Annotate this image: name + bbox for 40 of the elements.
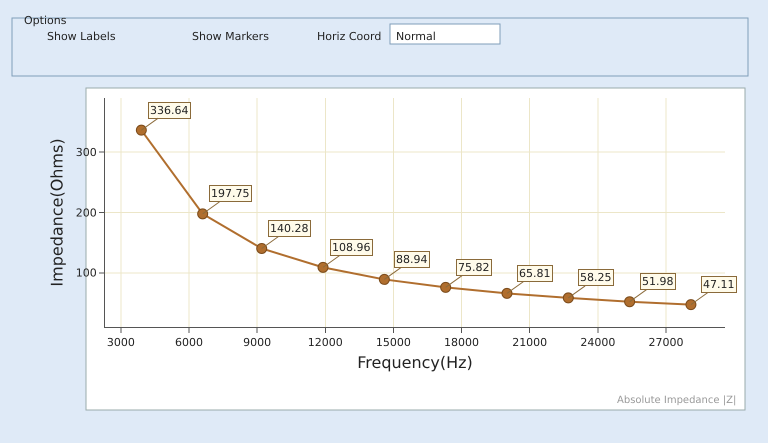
x-tick-label: 6000 xyxy=(175,336,204,350)
data-label: 47.11 xyxy=(703,278,734,291)
point xyxy=(624,296,636,308)
text: Show Labels xyxy=(47,30,116,43)
data-label: 51.98 xyxy=(642,275,674,288)
text: Normal xyxy=(396,30,436,43)
data-label: 88.94 xyxy=(396,253,428,266)
y-tick-label: 100 xyxy=(76,266,97,280)
y-tick-label: 300 xyxy=(76,146,97,160)
data-label: 197.75 xyxy=(211,187,250,200)
x-tick-label: 12000 xyxy=(308,336,343,350)
data-label: 108.96 xyxy=(332,241,370,254)
data-label: 140.28 xyxy=(270,222,308,235)
point xyxy=(501,288,512,299)
data-label: 65.81 xyxy=(519,267,550,280)
text: Horiz Coord xyxy=(317,30,382,43)
x-axis-title: Frequency(Hz) xyxy=(357,352,473,372)
x-tick-label: 15000 xyxy=(376,336,411,350)
data-label: 336.64 xyxy=(150,104,188,117)
point xyxy=(440,282,452,293)
x-tick-label: 3000 xyxy=(106,336,135,350)
point xyxy=(256,242,268,254)
point xyxy=(136,124,147,136)
x-tick-label: 27000 xyxy=(648,336,684,350)
data-label: 75.82 xyxy=(458,261,490,274)
text: Show Markers xyxy=(192,30,270,43)
point xyxy=(318,262,329,273)
x-tick-label: 21000 xyxy=(512,336,548,350)
data-label: 58.25 xyxy=(580,271,612,284)
text: Options xyxy=(24,14,67,27)
y-tick-label: 200 xyxy=(76,206,97,220)
point xyxy=(378,274,390,285)
x-tick-label: 24000 xyxy=(580,336,616,350)
y-axis-title: Impedance(Ohms) xyxy=(48,138,67,287)
text: Absolute Impedance |Z| xyxy=(617,395,736,406)
point xyxy=(685,299,696,310)
x-tick-label: 18000 xyxy=(444,336,480,350)
point xyxy=(562,292,574,304)
x-tick-label: 9000 xyxy=(243,336,272,350)
point xyxy=(197,208,208,220)
